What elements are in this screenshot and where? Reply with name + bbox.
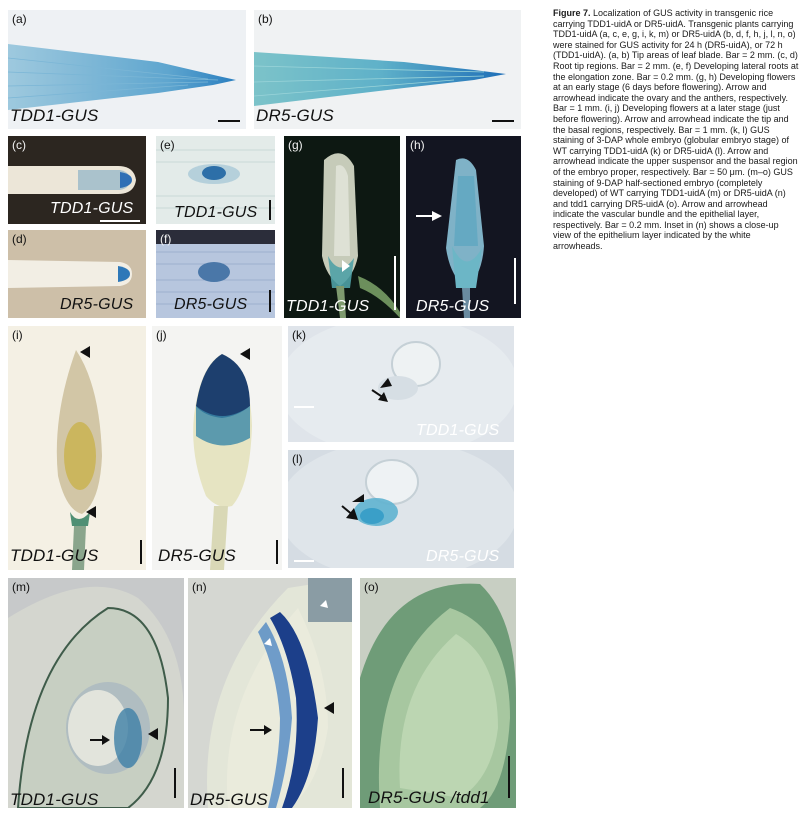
- panel-m-label: TDD1-GUS: [10, 790, 99, 808]
- scale-bar: [342, 768, 344, 798]
- panel-o: (o) DR5-GUS /tdd1: [360, 578, 516, 808]
- scale-bar: [508, 756, 510, 798]
- panel-f-image: [156, 230, 275, 305]
- panel-k-label: TDD1-GUS: [416, 422, 500, 439]
- panel-g-letter: (g): [288, 138, 303, 152]
- scale-bar: [294, 560, 314, 562]
- panel-i-letter: (i): [12, 328, 23, 342]
- panel-i: (i) TDD1-GUS: [8, 326, 146, 570]
- panel-e-image: [156, 149, 275, 209]
- panel-m-letter: (m): [12, 580, 30, 594]
- panel-h-label: DR5-GUS: [416, 298, 490, 315]
- panel-b-letter: (b): [258, 12, 273, 26]
- panel-f-label: DR5-GUS: [174, 296, 248, 313]
- panel-e: (e) TDD1-GUS: [156, 136, 275, 224]
- scale-bar: [514, 258, 516, 304]
- panel-l: (l) DR5-GUS: [288, 450, 514, 568]
- panel-g-image: [322, 153, 400, 318]
- panel-c-label: TDD1-GUS: [50, 200, 134, 217]
- panel-b: (b) DR5-GUS: [254, 10, 521, 129]
- scale-bar: [394, 256, 396, 310]
- panel-c: (c) TDD1-GUS: [8, 136, 146, 224]
- scale-bar: [218, 120, 240, 122]
- panel-h: (h) DR5-GUS: [406, 136, 521, 318]
- scale-bar: [174, 768, 176, 798]
- panel-c-letter: (c): [12, 138, 26, 152]
- panel-j-image: [193, 348, 252, 570]
- panel-j-letter: (j): [156, 328, 167, 342]
- panel-a-label: TDD1-GUS: [10, 106, 99, 125]
- panel-b-image: [254, 52, 506, 106]
- panel-n: (n) DR5-GUS: [188, 578, 352, 808]
- panel-a-image: [8, 44, 236, 110]
- panel-a: (a) TDD1-GUS: [8, 10, 246, 129]
- scale-bar: [140, 540, 142, 564]
- panel-j-label: DR5-GUS: [158, 546, 236, 565]
- panel-o-letter: (o): [364, 580, 379, 594]
- panel-o-label: DR5-GUS /tdd1: [368, 788, 490, 807]
- figure-caption: Figure 7. Localization of GUS activity i…: [553, 8, 799, 252]
- caption-title: Figure 7.: [553, 8, 591, 18]
- panel-g: (g) TDD1-GUS: [284, 136, 400, 318]
- caption-text: Localization of GUS activity in transgen…: [553, 8, 799, 252]
- panel-d-letter: (d): [12, 232, 27, 246]
- panel-g-label: TDD1-GUS: [286, 298, 370, 315]
- scale-bar: [294, 406, 314, 408]
- panel-e-label: TDD1-GUS: [174, 204, 258, 221]
- panel-l-letter: (l): [292, 452, 303, 466]
- panel-k-letter: (k): [292, 328, 306, 342]
- panel-n-letter: (n): [192, 580, 207, 594]
- panel-k: (k) TDD1-GUS: [288, 326, 514, 442]
- panel-m-image: [8, 586, 184, 808]
- panel-f-letter: (f): [160, 232, 172, 246]
- panel-d: (d) DR5-GUS: [8, 230, 146, 318]
- panel-i-label: TDD1-GUS: [10, 546, 99, 565]
- scale-bar: [100, 220, 140, 222]
- panel-h-image: [416, 158, 484, 318]
- panel-f: (f) DR5-GUS: [156, 230, 275, 318]
- panel-c-image: [8, 166, 136, 194]
- panel-d-label: DR5-GUS: [60, 296, 134, 313]
- panel-j: (j) DR5-GUS: [152, 326, 282, 570]
- scale-bar: [269, 200, 271, 220]
- panel-a-letter: (a): [12, 12, 27, 26]
- scale-bar: [276, 540, 278, 564]
- scale-bar: [492, 120, 514, 122]
- panel-n-image: [207, 578, 352, 808]
- panel-d-image: [8, 260, 132, 288]
- scale-bar: [269, 290, 271, 312]
- panel-l-image: [288, 450, 514, 568]
- panel-k-image: [288, 326, 514, 442]
- panel-h-letter: (h): [410, 138, 425, 152]
- panel-m: (m) TDD1-GUS: [8, 578, 184, 808]
- panel-e-letter: (e): [160, 138, 175, 152]
- panel-l-label: DR5-GUS: [426, 548, 500, 565]
- panel-n-label: DR5-GUS: [190, 790, 268, 808]
- panel-o-image: [360, 583, 516, 808]
- panel-b-label: DR5-GUS: [256, 106, 334, 125]
- panel-i-image: [56, 346, 102, 570]
